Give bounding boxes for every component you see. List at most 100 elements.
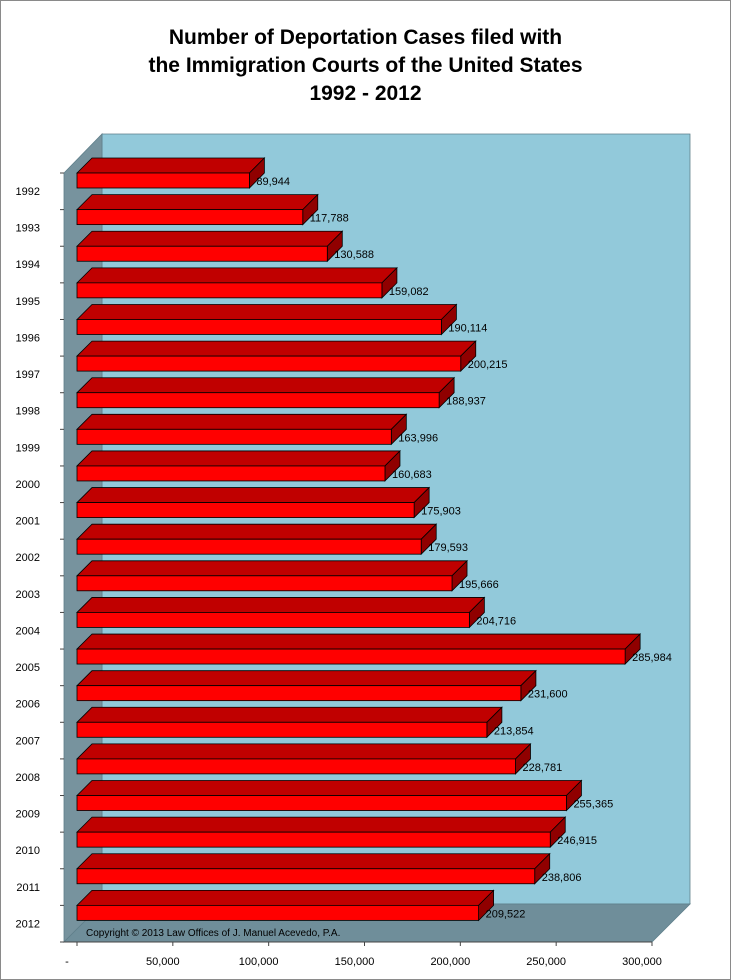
bar-top-face [76,633,642,650]
data-label: 188,937 [446,396,486,408]
bar-top-face [76,780,583,796]
x-tick-label: 150,000 [335,956,375,968]
bar-top-face [76,194,319,211]
bar-top-face [76,157,266,174]
y-category-label: 1997 [16,369,40,381]
chart-data-labels: 89,944 117,788 130,588 159,082 190,114 200,21… [256,176,672,920]
x-tick-label: 250,000 [526,956,566,968]
data-label: 200,215 [468,359,508,371]
y-category-label: 2000 [16,479,40,491]
data-label: 213,854 [494,725,534,737]
bar [76,465,386,482]
x-tick-label: 300,000 [622,956,662,968]
copyright-text: Copyright © 2013 Law Offices of J. Manue… [86,928,340,939]
bar [76,575,453,592]
data-label: 228,781 [522,762,562,774]
y-category-label: 2006 [16,699,40,711]
bar [76,758,516,775]
y-category-label: 1995 [16,296,40,308]
bar [76,428,392,445]
y-axis-labels: 1992 1993 1994 1995 1996 1997 1998 1999 2000 2001… [16,186,40,930]
bar-top-face [76,743,532,760]
data-label: 160,683 [392,469,432,481]
y-category-label: 1994 [16,259,40,271]
bar [76,355,462,372]
chart-title: Number of Deportation Cases filed with t… [0,24,731,108]
x-axis-labels: - 50,000 100,000 150,000 200,000 250,000 300,0… [65,956,662,968]
chart-bars [76,157,642,922]
x-tick-label: 100,000 [239,956,279,968]
bar-top-face [76,597,486,613]
bar [76,319,442,335]
data-label: 163,996 [398,432,438,444]
bar-top-face [76,267,398,284]
bar [76,172,250,189]
data-label: 190,114 [448,322,487,334]
data-label: 179,593 [428,542,468,554]
bar [76,209,304,226]
bar-top-face [76,413,408,430]
bar [76,831,551,848]
y-category-label: 2001 [16,516,40,528]
data-label: 246,915 [557,835,597,847]
bar-top-face [76,816,567,833]
x-tick-label: 50,000 [146,956,180,968]
y-category-label: 2011 [16,882,40,894]
bar [76,538,422,555]
bar-top-face [76,523,438,540]
data-label: 117,788 [310,213,349,225]
bar [76,795,567,811]
y-category-label: 1998 [16,406,40,418]
bar-top-face [76,670,537,687]
bar-top-face [76,304,458,320]
x-tick-label: 200,000 [430,956,470,968]
data-label: 159,082 [389,286,429,298]
bar-top-face [76,560,468,577]
y-category-label: 1992 [16,186,40,198]
bar [76,282,383,299]
data-label: 204,716 [476,615,516,627]
y-category-label: 2005 [16,662,40,674]
bar-top-face [76,853,551,870]
bar [76,721,488,738]
data-label: 195,666 [459,579,499,591]
data-label: 89,944 [256,176,290,188]
y-category-label: 2008 [16,772,40,784]
bar-top-face [76,706,503,723]
y-category-label: 1996 [16,332,40,344]
data-label: 130,588 [334,249,374,261]
bar-top-face [76,377,456,394]
bar [76,612,470,628]
y-category-label: 2007 [16,735,40,747]
data-label: 231,600 [528,689,568,701]
y-category-label: 2003 [16,589,40,601]
chart-title-line-2: the Immigration Courts of the United Sta… [148,54,583,77]
y-category-label: 1999 [16,442,40,454]
bar-top-face [76,230,344,247]
chart-title-line-1: Number of Deportation Cases filed with [168,26,563,49]
bar [76,245,328,262]
bar [76,685,522,702]
bar [76,648,626,665]
chart-title-line-3: 1992 - 2012 [309,82,422,105]
bar-top-face [76,487,431,503]
data-label: 238,806 [542,872,582,884]
y-category-label: 1993 [16,223,40,235]
bar-top-face [76,340,477,357]
data-label: 175,903 [421,506,461,518]
bar [76,904,479,921]
bar [76,502,415,518]
bar-top-face [76,889,495,906]
bar-top-face [76,450,401,467]
y-category-label: 2012 [16,918,40,930]
y-category-label: 2004 [16,625,40,637]
data-label: 255,365 [573,799,613,811]
x-tick-label: - [65,956,69,968]
data-label: 209,522 [486,908,526,920]
data-label: 285,984 [632,652,672,664]
y-category-label: 2009 [16,809,40,821]
bar [76,868,536,885]
y-category-label: 2010 [16,845,40,857]
y-category-label: 2002 [16,552,40,564]
